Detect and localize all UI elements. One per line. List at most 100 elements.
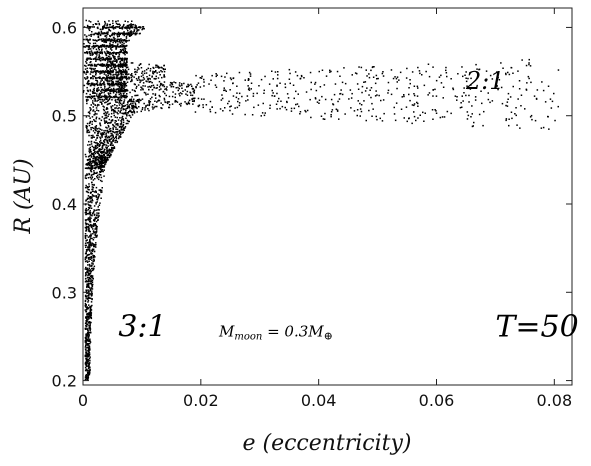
scatter-point [247,78,250,80]
scatter-point [435,95,438,97]
scatter-point [96,198,98,201]
scatter-point [94,92,96,94]
scatter-point [93,70,95,73]
scatter-point [112,82,114,85]
scatter-point [394,76,396,78]
scatter-point [125,96,127,99]
scatter-point [195,86,197,88]
scatter-point [105,160,108,162]
scatter-point [118,39,121,42]
scatter-point [102,108,105,111]
scatter-point [112,22,114,25]
scatter-point [112,56,115,58]
scatter-point [102,70,104,72]
scatter-point [124,51,126,54]
scatter-point [116,36,119,38]
scatter-point [97,77,100,79]
scatter-point [110,74,112,76]
scatter-point [92,88,95,91]
scatter-point [236,92,238,94]
scatter-point [123,129,125,131]
scatter-point [86,186,88,188]
scatter-point [416,85,419,88]
scatter-point [100,98,102,101]
scatter-point [378,94,380,97]
scatter-point [91,161,94,163]
scatter-point [112,70,115,72]
scatter-point [89,93,91,96]
scatter-point [88,244,90,246]
scatter-point [107,122,110,124]
scatter-point [92,212,94,215]
scatter-point [440,82,443,84]
scatter-point [527,75,530,78]
scatter-point [90,237,92,239]
scatter-point [87,26,89,28]
scatter-point [114,116,117,118]
scatter-point [96,89,98,91]
scatter-point [129,33,131,35]
scatter-point [245,100,247,102]
scatter-point [100,45,103,47]
scatter-point [111,33,114,36]
scatter-point [127,24,130,27]
scatter-point [111,71,113,73]
scatter-point [103,44,106,46]
scatter-point [115,47,117,50]
scatter-point [369,89,371,91]
scatter-point [86,51,88,53]
scatter-point [133,27,136,29]
scatter-point [99,70,102,72]
scatter-point [110,112,113,115]
scatter-point [118,53,121,56]
scatter-point [95,120,97,123]
scatter-point [273,95,276,97]
scatter-point [85,211,87,213]
scatter-point [87,360,89,362]
scatter-point [113,73,115,76]
scatter-point [89,244,91,246]
scatter-point [106,33,109,35]
scatter-point [109,151,111,153]
scatter-point [88,312,90,314]
scatter-point [84,186,87,189]
scatter-point [137,94,139,97]
scatter-point [468,101,470,103]
scatter-point [107,111,109,113]
scatter-point [111,133,113,135]
scatter-point [122,129,124,131]
scatter-point [110,116,113,118]
scatter-point [442,97,444,99]
scatter-point [103,156,106,159]
scatter-point [98,209,100,211]
scatter-point [91,137,93,139]
scatter-point [93,120,96,122]
scatter-point [88,122,91,124]
scatter-point [119,111,121,114]
scatter-point [90,281,92,283]
scatter-point [293,97,295,100]
scatter-point [432,118,434,120]
scatter-point [85,96,87,98]
scatter-point [103,84,105,86]
scatter-point [131,24,133,26]
scatter-point [465,94,467,97]
scatter-point [284,83,286,85]
scatter-point [116,34,118,36]
scatter-point [85,365,88,367]
scatter-point [87,156,90,158]
scatter-point [85,316,87,318]
scatter-point [86,283,89,285]
scatter-point [87,352,89,354]
scatter-point [90,321,92,324]
scatter-point [97,197,99,199]
scatter-point [85,340,87,342]
scatter-point [109,46,111,48]
scatter-point [84,222,87,224]
scatter-point [85,244,88,247]
scatter-point [103,109,106,112]
scatter-point [512,85,514,88]
scatter-point [94,256,96,258]
scatter-point [90,197,92,199]
scatter-point [113,40,115,42]
